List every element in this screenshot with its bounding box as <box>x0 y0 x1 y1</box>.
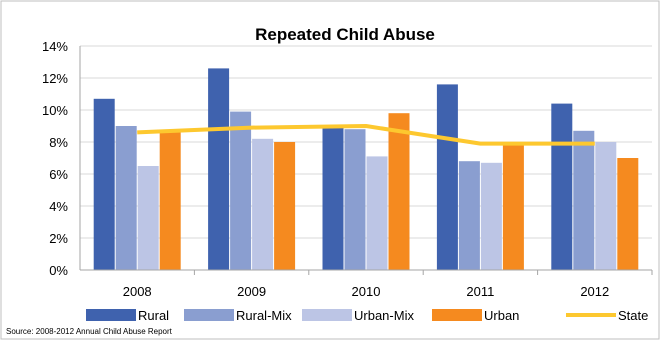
x-tick-label: 2009 <box>237 284 266 299</box>
bar-urban <box>160 131 181 270</box>
bar-rural-mix <box>230 112 251 270</box>
chart-title: Repeated Child Abuse <box>255 25 435 44</box>
x-tick-label: 2008 <box>123 284 152 299</box>
y-tick-label: 8% <box>49 135 68 150</box>
legend-label: Urban-Mix <box>354 308 414 323</box>
bar-rural-mix <box>116 126 137 270</box>
bar-rural <box>437 84 458 270</box>
y-tick-label: 4% <box>49 199 68 214</box>
x-tick-label: 2010 <box>352 284 381 299</box>
bar-urban-mix <box>367 156 388 270</box>
y-tick-label: 2% <box>49 231 68 246</box>
bar-urban-mix <box>595 142 616 270</box>
bar-urban-mix <box>138 166 159 270</box>
bar-rural <box>551 104 572 270</box>
legend-label: Urban <box>484 308 519 323</box>
x-tick-label: 2011 <box>466 284 494 299</box>
bar-urban <box>389 113 410 270</box>
bar-rural-mix <box>573 131 594 270</box>
y-tick-label: 14% <box>42 39 68 54</box>
y-tick-label: 0% <box>49 263 68 278</box>
x-tick-label: 2012 <box>580 284 609 299</box>
y-tick-label: 6% <box>49 167 68 182</box>
source-note: Source: 2008-2012 Annual Child Abuse Rep… <box>6 327 173 336</box>
bar-rural-mix <box>345 129 366 270</box>
legend-label: Rural <box>138 308 169 323</box>
bar-urban <box>274 142 295 270</box>
bar-urban-mix <box>481 163 502 270</box>
bar-rural <box>323 126 344 270</box>
legend-swatch <box>302 309 352 321</box>
bar-urban-mix <box>252 139 273 270</box>
legend-label: State <box>618 308 648 323</box>
bar-urban <box>617 158 638 270</box>
legend-label: Rural-Mix <box>236 308 292 323</box>
legend-swatch <box>432 309 482 321</box>
bar-rural <box>94 99 115 270</box>
bar-rural <box>208 68 229 270</box>
y-tick-label: 10% <box>42 103 68 118</box>
legend-swatch <box>184 309 234 321</box>
bar-urban <box>503 145 524 270</box>
legend-swatch <box>86 309 136 321</box>
bar-rural-mix <box>459 161 480 270</box>
y-tick-label: 12% <box>42 71 68 86</box>
